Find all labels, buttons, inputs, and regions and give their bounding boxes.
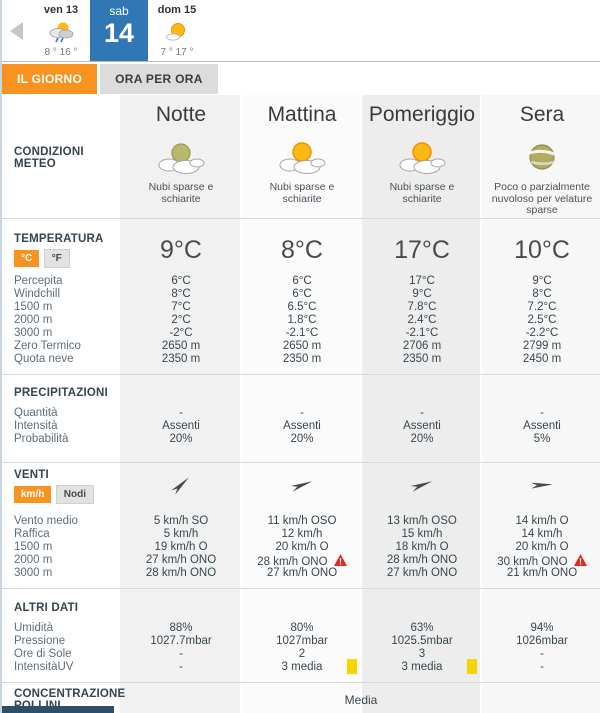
weather-description: Nubi sparse e schiarite: [389, 181, 455, 205]
day-name: sab: [109, 4, 129, 18]
day-cell-dom[interactable]: dom 15 7 ° 17 °: [148, 0, 206, 61]
kmh-toggle-button[interactable]: km/h: [14, 486, 52, 503]
day-navigation: ven 13 8 ° 16 ° sab 14 dom 15 7 ° 17 °: [2, 0, 600, 62]
column-header-mattina: Mattina: [267, 103, 337, 126]
section-divider: [2, 374, 600, 375]
main-temperature: 17°C: [394, 235, 450, 264]
moon-with-haze-icon: [526, 144, 560, 170]
table-row: 3000 m -2°C -2.1°C -2.1°C -2.2°C: [14, 327, 559, 339]
next-section-header-edge: [2, 706, 114, 713]
column-stripe-pomeriggio: [362, 95, 480, 713]
table-row: Umidità 88% 80% 63% 94%: [14, 622, 554, 634]
table-row: IntensitàUV - 3 media 3 media -: [14, 659, 544, 674]
section-altri-dati: ALTRI DATI Umidità 88% 80% 63% 94% Press…: [2, 589, 600, 682]
column-stripe-mattina: [242, 95, 360, 713]
table-row: Zero Termico 2650 m 2650 m 2706 m 2799 m: [14, 340, 562, 352]
day-cell-sab-selected[interactable]: sab 14: [90, 0, 148, 61]
celsius-toggle-button[interactable]: °C: [14, 249, 40, 267]
column-header-notte: Notte: [155, 103, 207, 126]
sun-with-clouds-icon: [279, 142, 326, 174]
table-row: Windchill 8°C 6°C 9°C 8°C: [14, 288, 552, 300]
day-temps: 8 ° 16 °: [44, 47, 78, 58]
day-number: 14: [103, 18, 135, 48]
weather-description: Poco o parzialmente nuvoloso per velatur…: [491, 181, 593, 216]
section-precipitazioni: PRECIPITAZIONI Quantità - - - - Intensit…: [2, 375, 600, 462]
svg-text:!: !: [579, 557, 582, 567]
section-label: PRECIPITAZIONI: [14, 387, 108, 399]
column-stripe-notte: [120, 95, 240, 713]
section-label: VENTI: [14, 469, 49, 481]
column-header-sera: Sera: [519, 103, 565, 126]
table-row: 1500 m 7°C 6.5°C 7.8°C 7.2°C: [14, 301, 557, 313]
prev-day-arrow-icon[interactable]: [10, 21, 23, 40]
section-divider: [2, 682, 600, 683]
table-row: Percepita 6°C 6°C 17°C 9°C: [14, 275, 552, 287]
section-label: ALTRI DATI: [14, 602, 79, 614]
table-row: Vento medio 5 km/h SO 11 km/h OSO 13 km/…: [14, 515, 569, 527]
day-name: ven 13: [43, 4, 79, 16]
sun-rain-icon: [49, 22, 74, 42]
table-row: 3000 m 28 km/h ONO 27 km/h ONO 27 km/h O…: [14, 567, 578, 579]
main-temperature: 10°C: [514, 235, 570, 264]
main-temperature: 8°C: [281, 235, 323, 264]
weather-cell: [482, 140, 600, 176]
weather-cell: [362, 140, 482, 176]
section-label: CONDIZIONI METEO: [14, 146, 84, 170]
knots-toggle-button[interactable]: Nodi: [55, 485, 95, 504]
fahrenheit-toggle-button[interactable]: °F: [43, 248, 70, 268]
day-temps: 7 ° 17 °: [160, 47, 194, 58]
table-row: Ore di Sole - 2 3 -: [14, 648, 544, 660]
svg-text:!: !: [339, 557, 342, 567]
section-venti: VENTI km/h Nodi: [2, 463, 600, 588]
table-row: Intensità Assenti Assenti Assenti Assent…: [14, 420, 561, 432]
sun-with-clouds-icon: [399, 142, 446, 174]
table-row: 2000 m 27 km/h ONO 28 km/h ONO ! 28 km/h…: [2, 554, 600, 568]
table-row: Raffica 5 km/h 12 km/h 15 km/h 14 km/h: [14, 528, 563, 540]
main-temperature: 9°C: [160, 235, 202, 264]
day-cell-ven[interactable]: ven 13 8 ° 16 °: [32, 0, 90, 61]
tab-ora-per-ora[interactable]: ORA PER ORA: [100, 64, 218, 94]
weather-cell: [120, 140, 242, 176]
moon-with-clouds-icon: [158, 143, 205, 174]
weather-description: Nubi sparse e schiarite: [269, 181, 335, 205]
weather-description: Nubi sparse e schiarite: [148, 181, 214, 205]
sun-small-cloud-icon: [166, 22, 185, 41]
wind-direction-arrow-icon: [410, 481, 433, 492]
view-tabs: IL GIORNO ORA PER ORA: [2, 62, 600, 95]
pollen-value: Media: [344, 693, 378, 707]
table-row: Probabilità 20% 20% 20% 5%: [14, 433, 551, 445]
wind-direction-arrow-icon: [290, 481, 313, 492]
section-divider: [2, 462, 600, 463]
column-stripe-sera: [482, 95, 600, 713]
wind-warning-icon: !: [573, 554, 587, 567]
uv-intensity-marker: [347, 659, 357, 674]
wind-direction-arrow-icon: [171, 477, 189, 495]
section-label: TEMPERATURA: [14, 232, 104, 245]
forecast-table: Notte Mattina Pomeriggio Sera CONDIZIONI…: [2, 95, 600, 713]
uv-intensity-marker: [467, 659, 477, 674]
weather-cell: [242, 140, 362, 176]
table-row: Pressione 1027.7mbar 1027mbar 1025.5mbar…: [14, 635, 568, 647]
tab-il-giorno[interactable]: IL GIORNO: [2, 64, 98, 94]
day-name: dom 15: [157, 4, 197, 16]
section-divider: [2, 218, 600, 219]
column-header-pomeriggio: Pomeriggio: [368, 103, 476, 126]
section-condizioni-meteo: CONDIZIONI METEO: [2, 135, 600, 218]
section-temperatura: TEMPERATURA °C °F 9°C 8°C 17°C 10°C Perc…: [2, 219, 600, 374]
table-row: 1500 m 19 km/h O 20 km/h O 18 km/h O 20 …: [14, 541, 569, 553]
table-row: Quota neve 2350 m 2350 m 2350 m 2450 m: [14, 353, 562, 365]
section-divider: [2, 588, 600, 589]
table-row: Quantità - - - -: [14, 407, 544, 419]
wind-direction-arrow-icon: [530, 482, 553, 489]
wind-warning-icon: !: [333, 554, 347, 567]
table-row: 2000 m 2°C 1.8°C 2.4°C 2.5°C: [14, 314, 557, 326]
column-header-row: Notte Mattina Pomeriggio Sera: [2, 95, 600, 135]
